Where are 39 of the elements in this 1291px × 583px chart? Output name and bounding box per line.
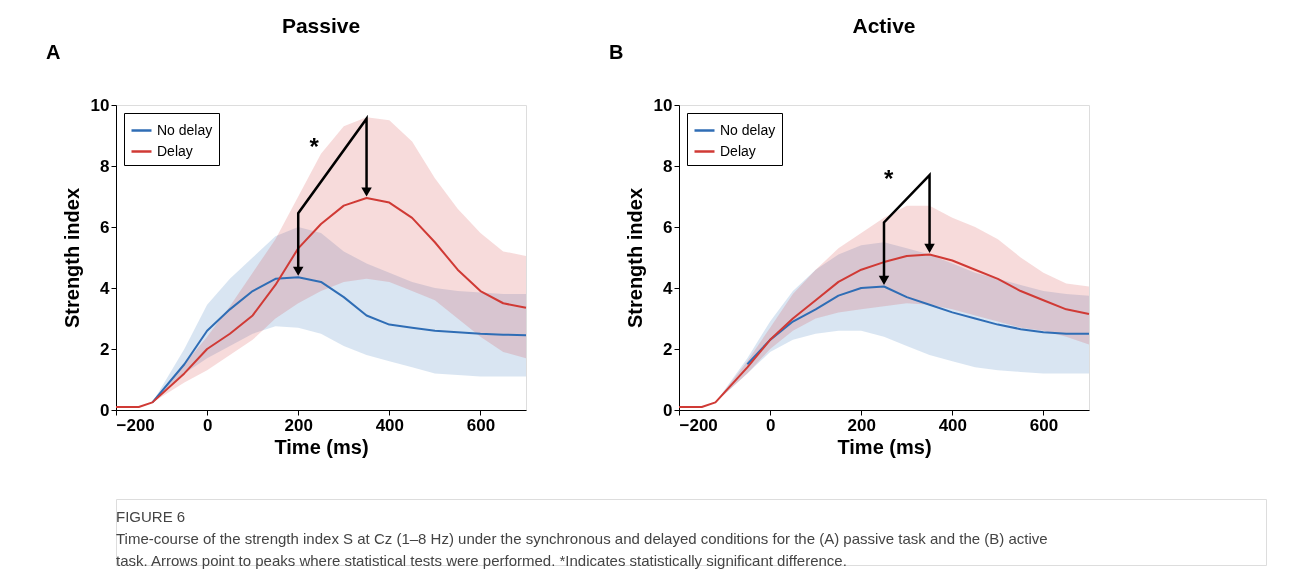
x-tick-label: 0: [765, 415, 776, 435]
annotation: *: [883, 165, 894, 193]
x-tick-label: −200: [679, 415, 718, 435]
y-tick-label: 6: [100, 217, 110, 237]
x-tick-label: 400: [938, 415, 968, 435]
y-tick-label: 2: [663, 339, 673, 359]
y-tick-label: 4: [100, 278, 111, 298]
y-tick-label: 10: [90, 95, 110, 115]
y-axis-title: Strength index: [623, 187, 646, 329]
text: A: [46, 41, 61, 63]
legend-label: No delay: [157, 121, 213, 138]
y-tick-label: 0: [100, 400, 110, 420]
x-tick-label: 400: [375, 415, 405, 435]
y-tick-label: 10: [653, 95, 673, 115]
x-tick-label: 600: [466, 415, 496, 435]
x-tick-label: 200: [847, 415, 876, 435]
legend-label: Delay: [157, 142, 193, 159]
x-tick-label: 0: [202, 415, 213, 435]
y-tick-label: 0: [663, 400, 673, 420]
y-tick-label: 6: [663, 217, 673, 237]
y-tick-label: 4: [663, 278, 674, 298]
x-tick-label: 600: [1029, 415, 1059, 435]
text: B: [609, 41, 624, 63]
text: Time-course of the strength index S at Cz (1–8 Hz) under the synchronous and delayed conditions for the (A) passive task and the (B) active: [116, 530, 1048, 547]
x-axis-title: Time (ms): [837, 435, 932, 458]
y-axis-title: Strength index: [60, 187, 83, 329]
y-tick-label: 2: [100, 339, 110, 359]
x-axis-title: Time (ms): [274, 435, 369, 458]
y-tick-label: 8: [663, 156, 673, 176]
annotation: *: [309, 132, 320, 160]
chart-title: Passive: [281, 14, 361, 37]
x-tick-label: −200: [116, 415, 155, 435]
chart-title: Active: [852, 14, 916, 37]
legend-label: No delay: [720, 121, 776, 138]
y-tick-label: 8: [100, 156, 110, 176]
caption: FIGURE 6: [116, 508, 186, 525]
x-tick-label: 200: [284, 415, 313, 435]
legend-label: Delay: [720, 142, 756, 159]
text: task. Arrows point to peaks where statistical tests were performed. *Indicates statistically significant difference.: [116, 552, 847, 569]
